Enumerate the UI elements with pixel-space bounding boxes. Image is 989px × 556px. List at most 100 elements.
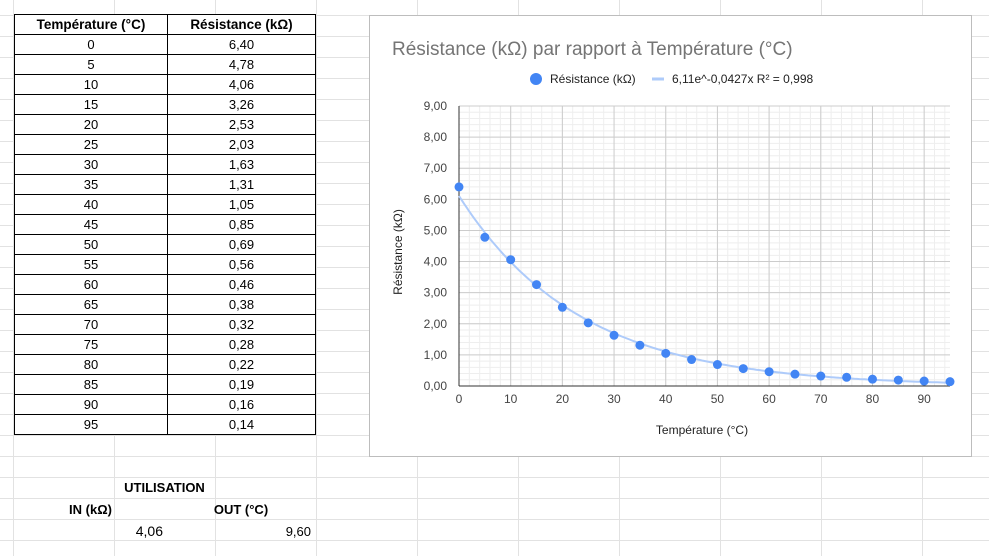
x-tick-label: 70 (814, 392, 828, 406)
temperature-cell[interactable]: 60 (14, 274, 168, 295)
data-point (842, 372, 852, 382)
temperature-cell[interactable]: 65 (14, 294, 168, 315)
data-point (816, 371, 826, 381)
table-row: 75 0,28 (14, 334, 316, 355)
table-row: 95 0,14 (14, 414, 316, 435)
temperature-cell[interactable]: 20 (14, 114, 168, 135)
data-point (532, 280, 542, 290)
resistance-cell[interactable]: 4,06 (167, 74, 316, 95)
x-tick-label: 0 (456, 392, 463, 406)
data-point (635, 340, 645, 350)
table-row: 70 0,32 (14, 314, 316, 335)
table-row: 90 0,16 (14, 394, 316, 415)
data-point (712, 360, 722, 370)
resistance-cell[interactable]: 0,22 (167, 354, 316, 375)
resistance-cell[interactable]: 0,14 (167, 414, 316, 435)
table-row: 30 1,63 (14, 154, 316, 175)
x-tick-label: 10 (504, 392, 518, 406)
resistance-cell[interactable]: 0,69 (167, 234, 316, 255)
temperature-cell[interactable]: 70 (14, 314, 168, 335)
y-tick-label: 4,00 (424, 255, 448, 269)
table-row: 85 0,19 (14, 374, 316, 395)
temperature-cell[interactable]: 90 (14, 394, 168, 415)
x-tick-label: 50 (711, 392, 725, 406)
data-point (687, 355, 697, 365)
resistance-cell[interactable]: 6,40 (167, 34, 316, 55)
y-tick-label: 1,00 (424, 348, 448, 362)
resistance-cell[interactable]: 0,32 (167, 314, 316, 335)
resistance-cell[interactable]: 1,31 (167, 174, 316, 195)
temperature-cell[interactable]: 45 (14, 214, 168, 235)
data-point (480, 232, 490, 242)
temperature-cell[interactable]: 85 (14, 374, 168, 395)
table-row: 45 0,85 (14, 214, 316, 235)
table-row: 0 6,40 (14, 34, 316, 55)
data-point (790, 369, 800, 379)
resistance-cell[interactable]: 0,46 (167, 274, 316, 295)
resistance-cell[interactable]: 0,85 (167, 214, 316, 235)
temperature-cell[interactable]: 95 (14, 414, 168, 435)
x-tick-label: 30 (607, 392, 621, 406)
x-tick-label: 40 (659, 392, 673, 406)
temperature-cell[interactable]: 80 (14, 354, 168, 375)
in-label: IN (kΩ) (69, 502, 112, 517)
table-row: 60 0,46 (14, 274, 316, 295)
resistance-cell[interactable]: 1,63 (167, 154, 316, 175)
header-temperature[interactable]: Température (°C) (14, 14, 168, 35)
data-point (893, 375, 903, 385)
table-row: 40 1,05 (14, 194, 316, 215)
in-value-cell[interactable]: 4,06 (135, 523, 163, 539)
table-row: 35 1,31 (14, 174, 316, 195)
table-row: 65 0,38 (14, 294, 316, 315)
temperature-cell[interactable]: 30 (14, 154, 168, 175)
resistance-cell[interactable]: 0,16 (167, 394, 316, 415)
data-point (867, 374, 877, 384)
temperature-cell[interactable]: 5 (14, 54, 168, 75)
temperature-cell[interactable]: 50 (14, 234, 168, 255)
table-row: 55 0,56 (14, 254, 316, 275)
temperature-cell[interactable]: 15 (14, 94, 168, 115)
resistance-cell[interactable]: 3,26 (167, 94, 316, 115)
data-table: Température (°C) Résistance (kΩ) 0 6,40 5 4… (14, 14, 316, 435)
temperature-cell[interactable]: 40 (14, 194, 168, 215)
temperature-cell[interactable]: 75 (14, 334, 168, 355)
data-point (945, 377, 955, 387)
chart[interactable]: Résistance (kΩ) par rapport à Températur… (369, 15, 972, 457)
x-tick-label: 80 (866, 392, 880, 406)
out-value-cell[interactable]: 9,60 (285, 524, 311, 539)
resistance-cell[interactable]: 0,28 (167, 334, 316, 355)
table-row: 10 4,06 (14, 74, 316, 95)
resistance-cell[interactable]: 0,38 (167, 294, 316, 315)
temperature-cell[interactable]: 10 (14, 74, 168, 95)
resistance-cell[interactable]: 0,56 (167, 254, 316, 275)
table-row: 25 2,03 (14, 134, 316, 155)
y-tick-label: 8,00 (424, 130, 448, 144)
utilisation-title: UTILISATION (124, 480, 205, 495)
resistance-cell[interactable]: 2,03 (167, 134, 316, 155)
data-point (583, 318, 593, 328)
temperature-cell[interactable]: 0 (14, 34, 168, 55)
chart-svg: Résistance (kΩ) par rapport à Températur… (391, 39, 955, 437)
legend-trendline-label: 6,11e^-0,0427x R² = 0,998 (672, 72, 813, 86)
table-row: 5 4,78 (14, 54, 316, 75)
data-point (661, 348, 671, 358)
data-point (557, 302, 567, 312)
temperature-cell[interactable]: 35 (14, 174, 168, 195)
x-tick-label: 90 (917, 392, 931, 406)
resistance-cell[interactable]: 1,05 (167, 194, 316, 215)
resistance-cell[interactable]: 0,19 (167, 374, 316, 395)
data-point (506, 255, 516, 265)
y-tick-label: 9,00 (424, 99, 448, 113)
header-resistance[interactable]: Résistance (kΩ) (167, 14, 316, 35)
y-tick-label: 7,00 (424, 161, 448, 175)
resistance-cell[interactable]: 4,78 (167, 54, 316, 75)
data-point (764, 367, 774, 377)
y-axis-label: Résistance (kΩ) (391, 209, 405, 295)
temperature-cell[interactable]: 25 (14, 134, 168, 155)
temperature-cell[interactable]: 55 (14, 254, 168, 275)
legend-series-label: Résistance (kΩ) (550, 72, 636, 86)
x-tick-label: 20 (556, 392, 570, 406)
y-tick-label: 0,00 (424, 379, 448, 393)
data-point (454, 182, 464, 192)
resistance-cell[interactable]: 2,53 (167, 114, 316, 135)
